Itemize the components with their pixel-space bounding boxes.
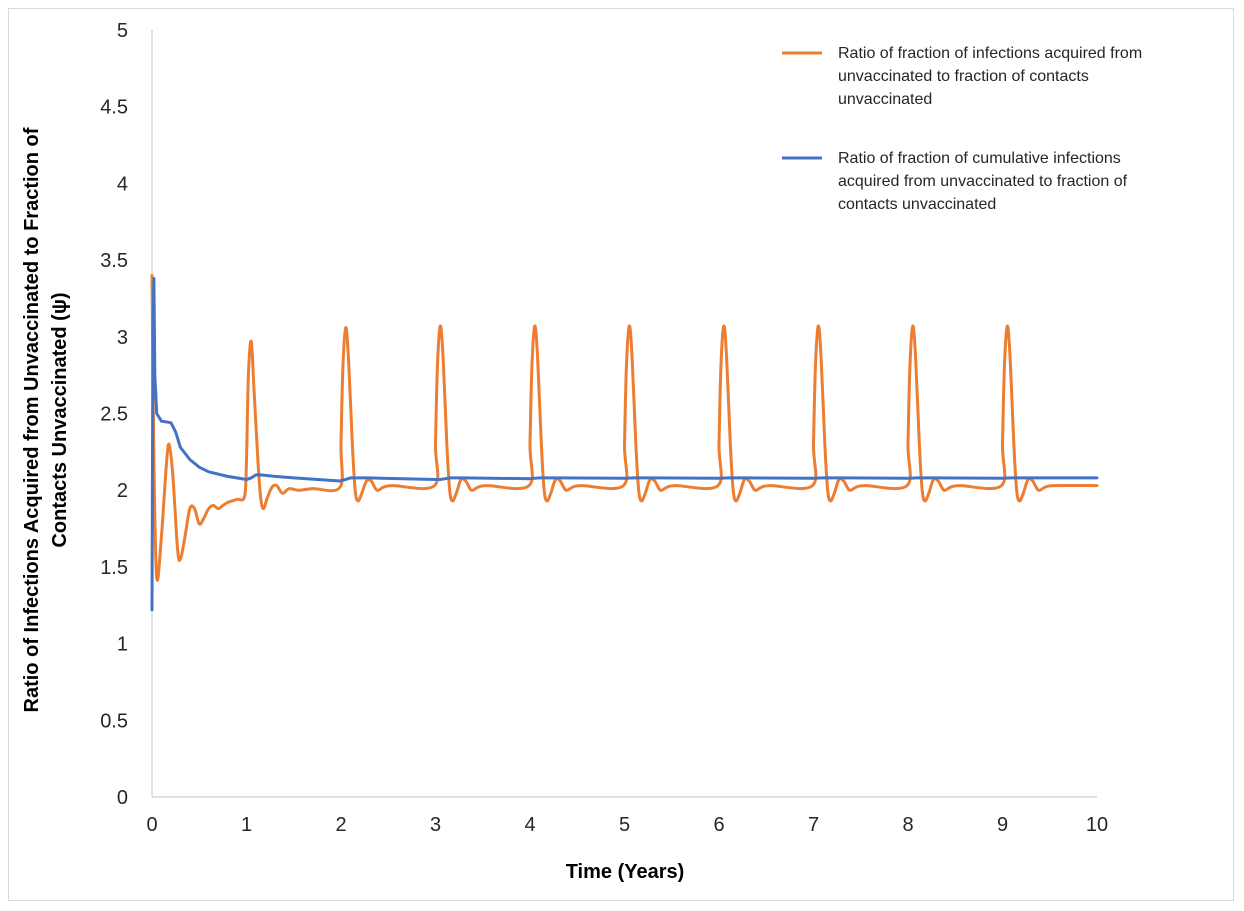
legend-label: Ratio of fraction of cumulative infectio… [838, 150, 1121, 167]
chart-series [150, 273, 1099, 612]
chart-frame [8, 8, 1234, 901]
x-tick-label: 10 [1086, 814, 1108, 836]
y-tick-label: 5 [117, 20, 128, 42]
x-tick-label: 4 [524, 814, 535, 836]
x-tick-label: 8 [902, 814, 913, 836]
y-axis-title: Ratio of Infections Acquired from Unvacc… [21, 127, 71, 712]
legend-label: unvaccinated to fraction of contacts [838, 68, 1089, 85]
legend-label: acquired from unvaccinated to fraction o… [838, 173, 1128, 190]
y-axis-title-line: Contacts Unvaccinated (ψ) [49, 292, 71, 547]
y-tick-label: 0 [117, 787, 128, 809]
x-axis-ticks: 0 1 2 3 4 5 6 7 8 9 10 [146, 814, 1108, 836]
x-tick-label: 3 [430, 814, 441, 836]
y-tick-label: 2 [117, 480, 128, 502]
series-line-infections [150, 273, 1099, 582]
x-axis-title: Time (Years) [566, 861, 685, 883]
legend: Ratio of fraction of infections acquired… [782, 45, 1142, 213]
x-tick-label: 2 [335, 814, 346, 836]
x-tick-label: 5 [619, 814, 630, 836]
y-tick-label: 1.5 [100, 557, 128, 579]
x-tick-label: 1 [241, 814, 252, 836]
x-tick-label: 9 [997, 814, 1008, 836]
y-axis-title-line: Ratio of Infections Acquired from Unvacc… [21, 127, 43, 712]
legend-label: unvaccinated [838, 91, 932, 108]
legend-entry: Ratio of fraction of infections acquired… [782, 45, 1142, 108]
y-tick-label: 3.5 [100, 250, 128, 272]
legend-label: Ratio of fraction of infections acquired… [838, 45, 1142, 62]
legend-label: contacts unvaccinated [838, 196, 996, 213]
y-axis-ticks: 0 0.5 1 1.5 2 2.5 3 3.5 4 4.5 5 [100, 20, 128, 809]
series-line-cumulative-infections [150, 277, 1099, 612]
x-tick-label: 7 [808, 814, 819, 836]
y-tick-label: 1 [117, 634, 128, 656]
x-tick-label: 0 [146, 814, 157, 836]
y-tick-label: 0.5 [100, 710, 128, 732]
y-tick-label: 4 [117, 173, 128, 195]
y-tick-label: 4.5 [100, 97, 128, 119]
legend-entry: Ratio of fraction of cumulative infectio… [782, 150, 1128, 213]
y-tick-label: 3 [117, 327, 128, 349]
y-tick-label: 2.5 [100, 404, 128, 426]
x-tick-label: 6 [713, 814, 724, 836]
